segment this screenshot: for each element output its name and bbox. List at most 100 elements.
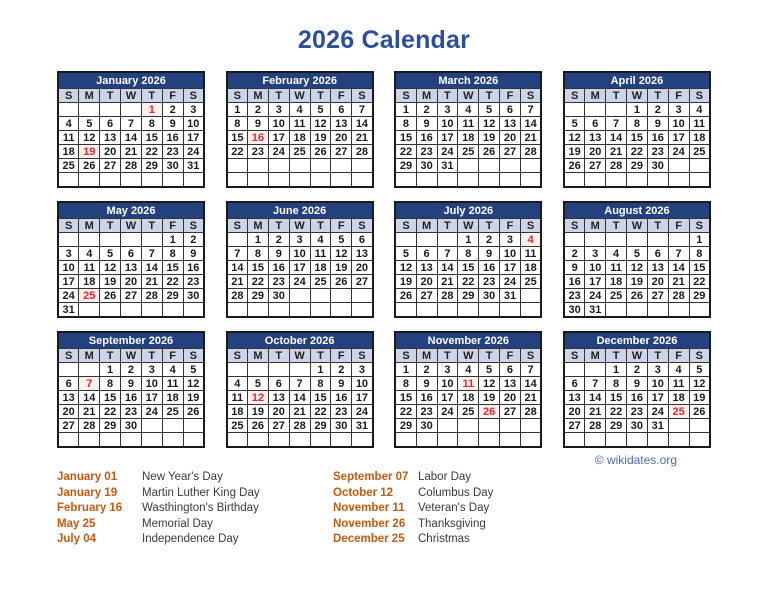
date-cell: 8 [605, 376, 627, 391]
date-cell [288, 288, 311, 303]
date-cell: 6 [584, 116, 607, 131]
date-cell [161, 432, 184, 448]
date-cell: 5 [309, 102, 332, 117]
date-cell: 1 [457, 232, 480, 247]
date-cell: 12 [309, 116, 332, 131]
date-cell [330, 172, 353, 188]
date-cell: 18 [78, 274, 101, 289]
month-calendar: January 2026 S M T W T F S 1 2 3 4 5 6 7 8 9 10 11 12 13 14 15… [57, 71, 205, 188]
date-cell [57, 172, 80, 188]
date-cell: 21 [436, 274, 459, 289]
date-cell: 11 [667, 376, 690, 391]
month-title: July 2026 [394, 201, 542, 219]
date-cell: 29 [309, 418, 332, 433]
date-cell: 30 [161, 158, 184, 173]
date-cell [182, 302, 205, 318]
month-calendar: March 2026 S M T W T F S 1 2 3 4 5 6 7 8 9 10 11 12 13 14 15 16… [394, 71, 543, 188]
date-cell: 30 [182, 288, 205, 303]
date-cell: 24 [140, 404, 163, 419]
date-cell: 2 [120, 362, 142, 377]
date-cell [330, 288, 353, 303]
date-cell [140, 302, 163, 318]
date-cell [309, 432, 332, 448]
date-cell: 26 [394, 288, 417, 303]
date-cell [182, 432, 205, 448]
date-cell: 22 [226, 144, 248, 159]
date-cell: 27 [120, 288, 142, 303]
date-cell: 20 [563, 404, 586, 419]
date-cell: 8 [394, 376, 417, 391]
date-cell [478, 432, 501, 448]
date-cell [57, 232, 80, 247]
date-cell: 3 [436, 102, 459, 117]
holiday-date-cell: 25 [78, 288, 101, 303]
weekday-header: F [667, 88, 690, 103]
date-cell [584, 232, 607, 247]
date-cell: 30 [330, 418, 353, 433]
date-cell [267, 302, 290, 318]
date-cell [309, 158, 332, 173]
date-cell: 12 [394, 260, 417, 275]
date-cell: 2 [330, 362, 353, 377]
date-cell [99, 432, 122, 448]
weekday-header: T [267, 218, 290, 233]
date-cell: 1 [394, 362, 417, 377]
date-cell: 6 [267, 376, 290, 391]
date-cell: 9 [161, 116, 184, 131]
date-cell [519, 172, 542, 188]
date-cell: 4 [457, 362, 480, 377]
date-cell: 16 [161, 130, 184, 145]
weekday-header: S [351, 218, 374, 233]
date-cell: 18 [309, 260, 332, 275]
weekday-header: T [140, 218, 163, 233]
weekday-header: S [182, 218, 205, 233]
date-cell: 26 [309, 144, 332, 159]
date-cell [140, 232, 163, 247]
date-cell: 9 [267, 246, 290, 261]
date-cell: 24 [499, 274, 521, 289]
date-cell: 11 [309, 246, 332, 261]
date-cell [667, 302, 690, 318]
weekday-header: T [436, 218, 459, 233]
date-cell [688, 432, 711, 448]
month-title: May 2026 [57, 201, 205, 219]
date-cell: 21 [120, 144, 142, 159]
date-cell: 26 [182, 404, 205, 419]
date-cell: 5 [688, 362, 711, 377]
date-cell: 1 [688, 232, 711, 247]
date-cell [226, 362, 248, 377]
date-cell [351, 172, 374, 188]
date-cell: 18 [688, 130, 711, 145]
weekday-header: W [120, 348, 142, 363]
date-cell: 8 [457, 246, 480, 261]
date-cell: 5 [478, 362, 501, 377]
date-cell: 12 [626, 260, 648, 275]
credit-link[interactable]: © wikidates.org [594, 453, 677, 467]
date-cell: 23 [330, 404, 353, 419]
date-cell: 26 [563, 158, 586, 173]
date-cell: 10 [57, 260, 80, 275]
date-cell [267, 432, 290, 448]
date-cell: 8 [394, 116, 417, 131]
holiday-list: January 01 New Year's Day January 19 Martin… [57, 470, 711, 548]
date-cell: 15 [309, 390, 332, 405]
date-cell [563, 232, 586, 247]
date-cell: 14 [140, 260, 163, 275]
date-cell: 1 [99, 362, 122, 377]
weekday-header: T [646, 218, 669, 233]
holiday-date-cell: 25 [667, 404, 690, 419]
date-cell: 10 [667, 116, 690, 131]
date-cell [351, 288, 374, 303]
page-title: 2026 Calendar [297, 26, 471, 54]
date-cell: 15 [394, 390, 417, 405]
weekday-header: S [563, 348, 586, 363]
weekday-header: T [605, 218, 627, 233]
date-cell [457, 418, 480, 433]
date-cell: 27 [499, 144, 521, 159]
date-cell: 31 [584, 302, 607, 318]
weekday-header: T [309, 218, 332, 233]
date-cell: 27 [57, 418, 80, 433]
date-cell: 19 [247, 404, 269, 419]
date-cell: 13 [267, 390, 290, 405]
date-cell: 17 [351, 390, 374, 405]
